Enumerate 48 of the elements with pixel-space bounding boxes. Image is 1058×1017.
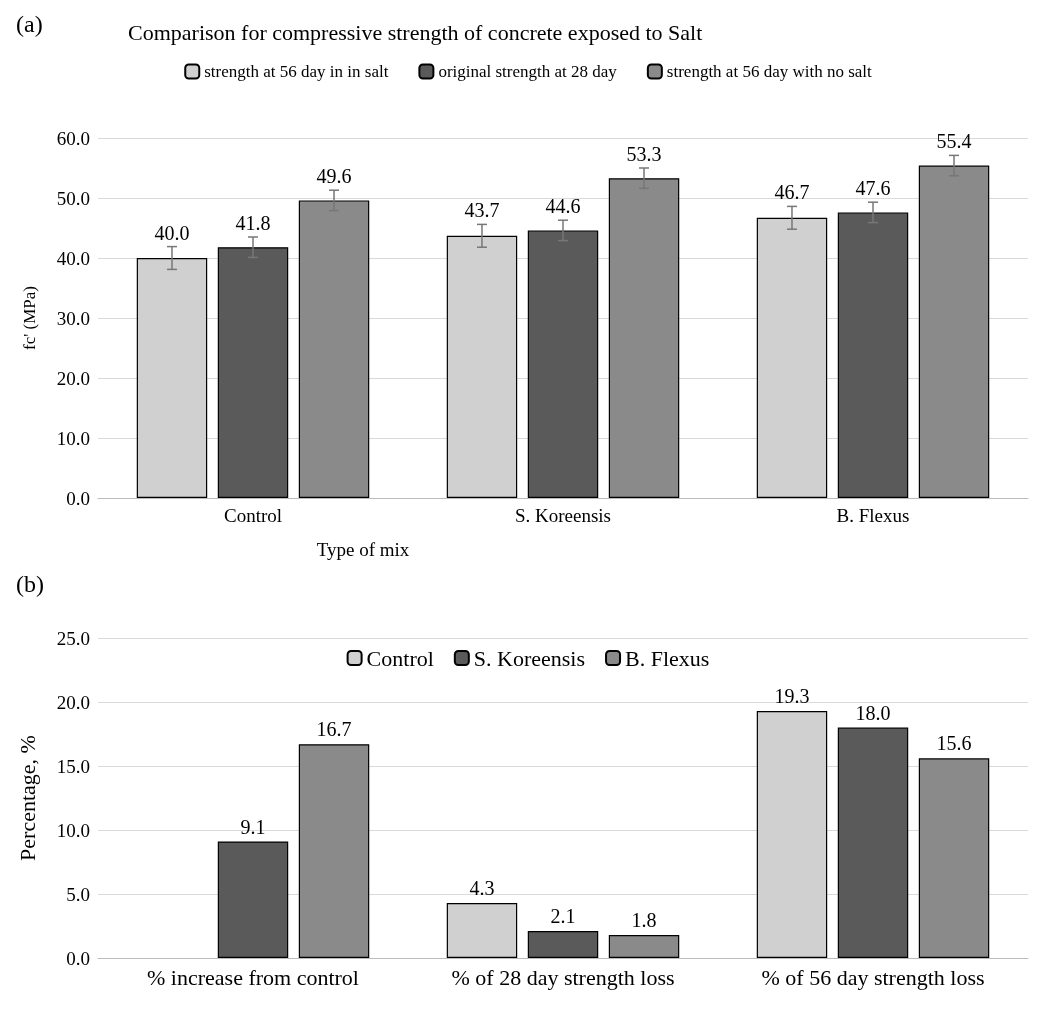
x-tick-label: S. Koreensis xyxy=(514,505,612,526)
x-tick-label: B. Flexus xyxy=(836,505,910,526)
data-label: 41.8 xyxy=(235,212,271,234)
legend-label: original strength at 28 day xyxy=(438,62,618,81)
data-label: 9.1 xyxy=(240,815,266,838)
data-label: 15.6 xyxy=(936,732,972,755)
data-label: 44.6 xyxy=(545,195,581,218)
legend-label: strength at 56 day with no salt xyxy=(666,62,873,81)
data-label: 55.4 xyxy=(936,130,972,153)
data-label: 49.6 xyxy=(316,165,352,188)
data-label: 43.7 xyxy=(464,199,500,222)
x-axis-title: Type of mix xyxy=(316,539,410,560)
x-tick-label: % of 56 day strength loss xyxy=(761,964,985,990)
data-label: 4.3 xyxy=(469,876,495,899)
data-label: 18.0 xyxy=(855,701,891,724)
text: (a) xyxy=(16,11,43,37)
data-label: 16.7 xyxy=(316,718,352,741)
y-tick-label: 50.0 xyxy=(56,187,90,209)
y-tick-label: 60.0 xyxy=(56,127,90,149)
y-axis-title: fc' (MPa) xyxy=(20,286,39,350)
data-label: 1.8 xyxy=(631,908,657,931)
text: (b) xyxy=(16,571,44,597)
data-label: 47.6 xyxy=(855,177,891,200)
x-tick-label: % increase from control xyxy=(147,964,359,990)
y-tick-label: 20.0 xyxy=(56,367,90,389)
y-tick-label: 15.0 xyxy=(56,755,90,777)
legend-label: S. Koreensis xyxy=(473,645,586,671)
y-tick-label: 10.0 xyxy=(56,819,90,841)
y-tick-label: 20.0 xyxy=(56,691,90,713)
data-label: 46.7 xyxy=(774,181,810,204)
legend-label: B. Flexus xyxy=(625,645,710,671)
y-tick-label: 30.0 xyxy=(56,307,90,329)
legend-label: Control xyxy=(366,645,434,671)
x-tick-label: Control xyxy=(223,505,283,526)
data-label: 53.3 xyxy=(626,143,662,165)
data-label: 19.3 xyxy=(774,684,810,707)
y-tick-label: 10.0 xyxy=(56,427,90,449)
y-tick-label: 40.0 xyxy=(56,247,90,269)
legend-label: strength at 56 day in in salt xyxy=(204,62,389,81)
y-tick-label: 0.0 xyxy=(66,947,90,969)
y-tick-label: 5.0 xyxy=(66,883,90,905)
y-tick-label: 0.0 xyxy=(66,487,90,509)
x-tick-label: % of 28 day strength loss xyxy=(451,964,675,990)
data-label: 2.1 xyxy=(550,905,576,928)
chart-title: Comparison for compressive strength of concrete exposed to Salt xyxy=(128,19,703,45)
y-tick-label: 25.0 xyxy=(56,627,90,649)
data-label: 40.0 xyxy=(154,221,190,244)
y-axis-title: Percentage, % xyxy=(14,735,40,861)
